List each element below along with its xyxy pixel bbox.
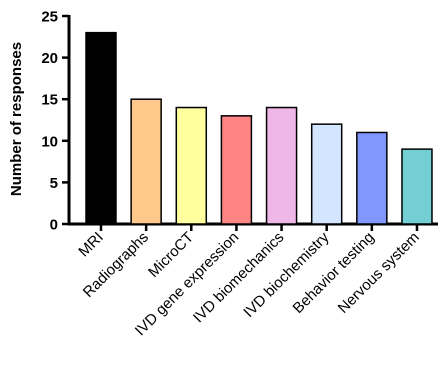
y-axis-title: Number of responses [8,42,25,196]
bar [220,115,253,225]
x-category-label: Nervous system [335,229,423,317]
bar [265,106,298,225]
bar [130,98,162,225]
bar [356,131,388,225]
y-tick-label: 15 [41,92,58,109]
bar [85,31,117,225]
y-tick-label: 5 [50,175,58,192]
y-tick-label: 25 [41,9,58,26]
y-tick-label: 20 [41,50,58,67]
y-tick-label: 0 [50,217,58,234]
x-category-label: MRI [75,229,106,260]
y-tick-label: 10 [41,133,58,150]
bar [175,106,208,225]
bar [401,148,433,225]
x-category-label: Behavior testing [290,229,378,317]
bar [310,123,343,225]
